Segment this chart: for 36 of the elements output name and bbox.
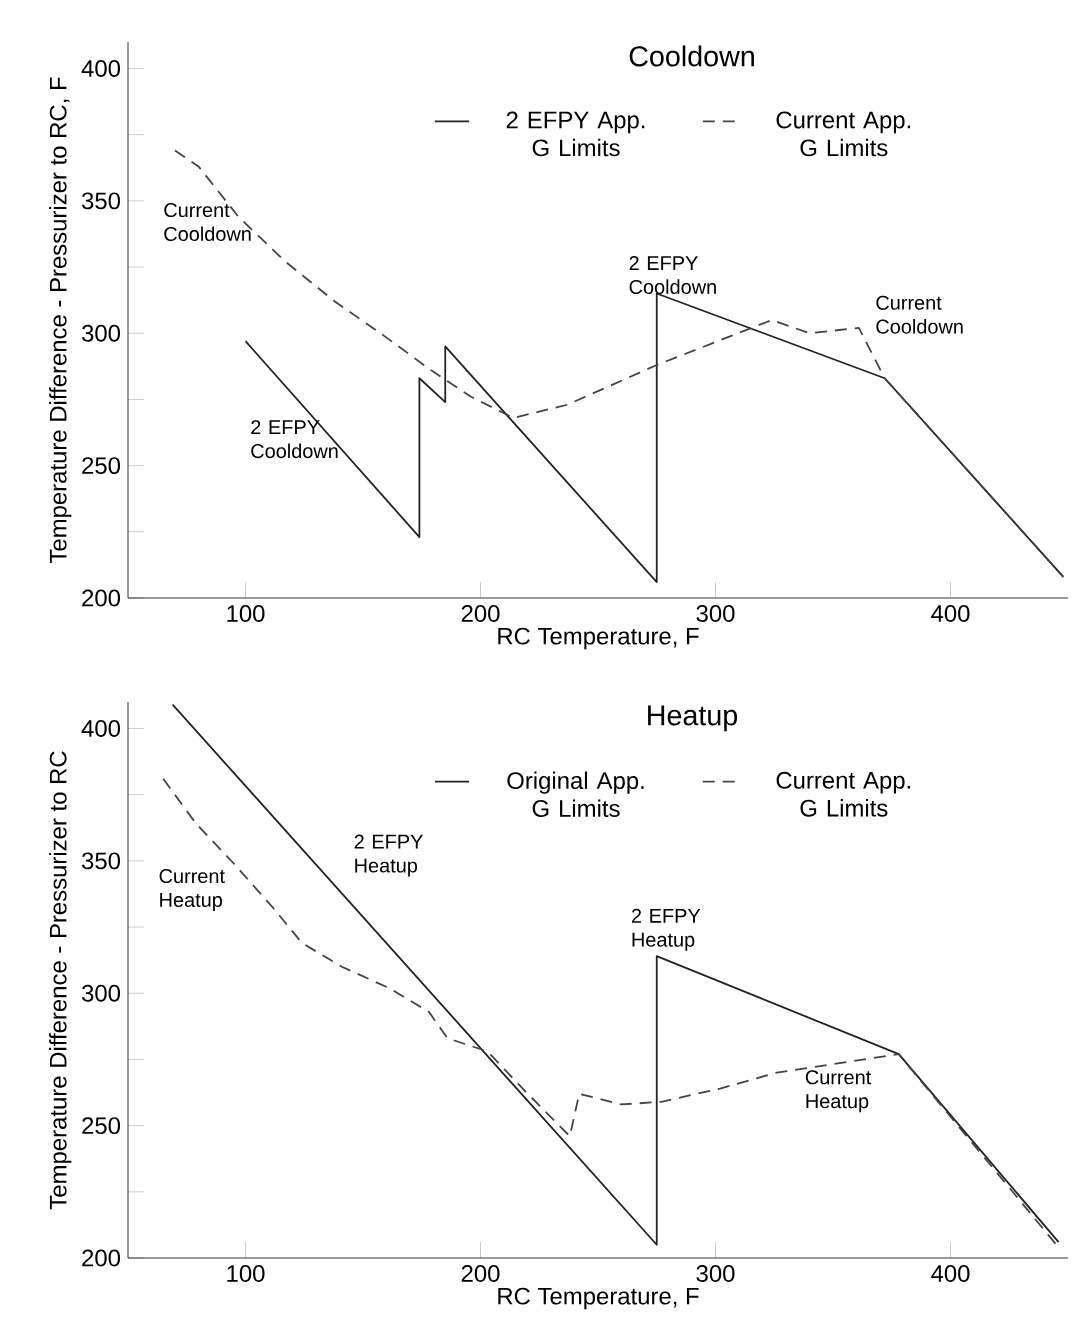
y-tick-label: 400 bbox=[81, 60, 121, 77]
x-tick-label: 400 bbox=[931, 605, 970, 622]
y-tick-label: 250 bbox=[82, 457, 121, 475]
annotation: 2 EFPY Cooldown bbox=[629, 255, 716, 294]
y-tick-label: 200 bbox=[82, 1249, 121, 1267]
y-tick-label: 300 bbox=[81, 984, 121, 1002]
chart-title: Heatup bbox=[648, 705, 738, 732]
annotation: 2 EFPY Heatup bbox=[354, 834, 423, 877]
y-tick-label: 350 bbox=[81, 192, 121, 210]
y-tick-label: 200 bbox=[82, 589, 121, 607]
annotation: Current Heatup bbox=[159, 869, 225, 911]
x-axis-title: RC Temperature, F bbox=[498, 627, 699, 650]
x-axis-title: RC Temperature, F bbox=[498, 1287, 699, 1310]
annotation: 2 EFPY Heatup bbox=[631, 908, 701, 951]
x-tick-label: 200 bbox=[461, 1265, 500, 1282]
annotation: Current Cooldown bbox=[164, 203, 251, 242]
y-tick-label: 350 bbox=[81, 852, 121, 870]
annotation: Current Heatup bbox=[805, 1070, 872, 1113]
x-tick-label: 300 bbox=[696, 605, 735, 622]
x-tick-label: 200 bbox=[461, 605, 500, 622]
y-tick-label: 400 bbox=[81, 720, 121, 737]
legend-label: Current App. G Limits bbox=[776, 111, 911, 157]
y-axis-title: Temperature Difference - Pressurizer to RC, F bbox=[49, 77, 72, 564]
legend-label: 2 EFPY App. G Limits bbox=[506, 111, 645, 157]
annotation: Current Cooldown bbox=[876, 295, 963, 334]
y-axis-title: Temperature Difference - Pressurizer to RC bbox=[49, 751, 72, 1210]
y-tick-label: 300 bbox=[81, 324, 121, 342]
chart-title: Cooldown bbox=[629, 45, 754, 67]
legend-label: Original App. G Limits bbox=[507, 771, 644, 817]
x-tick-label: 300 bbox=[696, 1265, 735, 1282]
x-tick-label: 100 bbox=[227, 605, 265, 622]
y-tick-label: 250 bbox=[82, 1117, 121, 1135]
legend-label: Current App. G Limits bbox=[776, 771, 911, 817]
annotation: 2 EFPY Cooldown bbox=[251, 420, 338, 459]
x-tick-label: 100 bbox=[227, 1265, 265, 1282]
x-tick-label: 400 bbox=[931, 1265, 970, 1282]
